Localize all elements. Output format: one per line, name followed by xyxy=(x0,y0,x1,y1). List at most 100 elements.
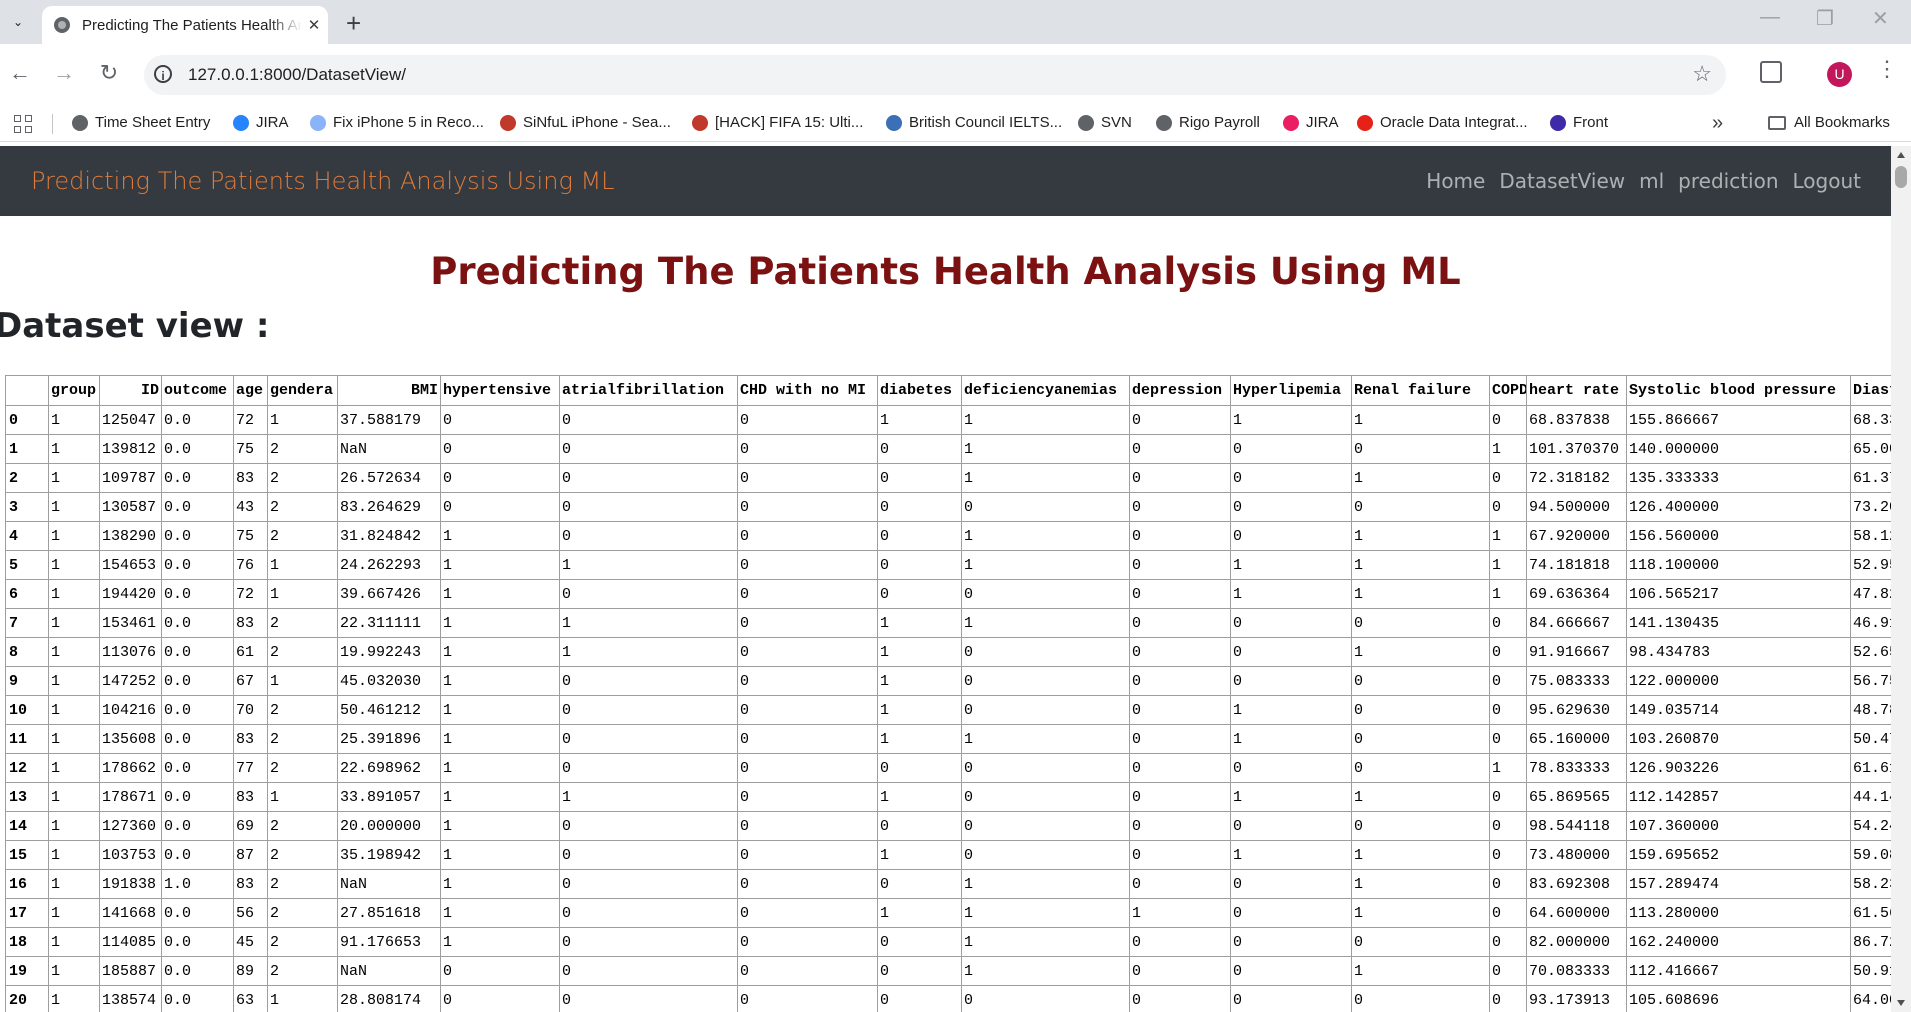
table-cell: 0 xyxy=(1230,666,1352,696)
table-cell: 0.0 xyxy=(161,550,234,580)
bookmark-item[interactable]: Oracle Data Integrat... xyxy=(1357,114,1528,131)
scrollbar-thumb[interactable] xyxy=(1895,166,1907,188)
page-scrollbar[interactable] xyxy=(1891,146,1911,1012)
apps-grid-icon[interactable] xyxy=(14,115,32,133)
close-window-icon[interactable]: ✕ xyxy=(1872,8,1889,30)
row-index: 1 xyxy=(5,434,49,464)
table-cell: 1 xyxy=(440,753,560,783)
bookmark-item[interactable]: [HACK] FIFA 15: Ulti... xyxy=(692,114,863,131)
table-cell: 47.82 xyxy=(1850,579,1891,609)
table-cell: 0 xyxy=(1230,637,1352,667)
bookmark-item[interactable]: SVN xyxy=(1078,114,1132,131)
table-cell: 1 xyxy=(267,579,338,609)
table-cell: 112.142857 xyxy=(1626,782,1851,812)
table-cell: 77 xyxy=(233,753,268,783)
table-cell: 2 xyxy=(267,811,338,841)
table-cell: 0 xyxy=(877,753,962,783)
browser-toolbar: ← → ↻ i 127.0.0.1:8000/DatasetView/ ☆ U … xyxy=(0,44,1911,106)
table-cell: 0 xyxy=(1129,782,1231,812)
address-bar[interactable]: i 127.0.0.1:8000/DatasetView/ ☆ xyxy=(144,55,1726,95)
table-cell: 141.130435 xyxy=(1626,608,1851,638)
bookmark-item[interactable]: British Council IELTS... xyxy=(886,114,1062,131)
table-cell: 73.480000 xyxy=(1526,840,1627,870)
url-text[interactable]: 127.0.0.1:8000/DatasetView/ xyxy=(188,65,407,84)
more-bookmarks-icon[interactable]: » xyxy=(1712,112,1724,134)
table-cell: 0 xyxy=(559,695,738,725)
table-cell: 0 xyxy=(961,492,1130,522)
table-cell: 58.12 xyxy=(1850,521,1891,551)
table-row: 11 1 135608 0.0 83 2 25.391896 1 0 0 1 1 0 1 0 0 65.1600… xyxy=(5,724,1891,754)
site-info-icon[interactable]: i xyxy=(154,65,172,83)
table-cell: 1 xyxy=(48,898,100,928)
table-cell: 1 xyxy=(961,463,1130,493)
bookmark-item[interactable]: JIRA xyxy=(1283,114,1339,131)
bookmark-item[interactable]: Front xyxy=(1550,114,1608,131)
scroll-up-icon[interactable] xyxy=(1897,152,1905,158)
row-index: 12 xyxy=(5,753,49,783)
table-cell: 2 xyxy=(267,492,338,522)
bookmark-item[interactable]: SiNfuL iPhone - Sea... xyxy=(500,114,671,131)
table-cell: 0 xyxy=(1129,521,1231,551)
profile-avatar[interactable]: U xyxy=(1827,62,1852,87)
nav-link-home[interactable]: Home xyxy=(1426,169,1486,193)
bookmark-item[interactable]: Rigo Payroll xyxy=(1156,114,1260,131)
nav-link-ml[interactable]: ml xyxy=(1639,169,1665,193)
chevron-down-icon: ⌄ xyxy=(12,15,24,29)
bookmark-label: Fix iPhone 5 in Reco... xyxy=(333,114,484,131)
forward-icon[interactable]: → xyxy=(53,60,75,85)
close-tab-icon[interactable]: ✕ xyxy=(307,17,321,34)
row-index: 3 xyxy=(5,492,49,522)
table-cell: 1 xyxy=(48,985,100,1012)
table-cell: 1 xyxy=(48,608,100,638)
table-cell: 0 xyxy=(877,869,962,899)
tab-search-button[interactable]: ⌄ xyxy=(6,10,30,34)
table-cell: 0 xyxy=(440,434,560,464)
table-cell: 1 xyxy=(1230,405,1352,435)
extensions-icon[interactable] xyxy=(1760,61,1782,83)
table-row: 0 1 125047 0.0 72 1 37.588179 0 0 0 1 1 0 1 1 0 68.83783… xyxy=(5,405,1891,435)
table-cell: 0 xyxy=(1129,724,1231,754)
table-cell: 69.636364 xyxy=(1526,579,1627,609)
reload-icon[interactable]: ↻ xyxy=(99,60,119,85)
table-cell: 68.837838 xyxy=(1526,405,1627,435)
table-cell: 98.434783 xyxy=(1626,637,1851,667)
table-cell: 1 xyxy=(1230,550,1352,580)
table-cell: 0 xyxy=(737,463,878,493)
table-cell: 0 xyxy=(1351,695,1490,725)
table-cell: 1 xyxy=(48,869,100,899)
table-cell: 0 xyxy=(1129,637,1231,667)
table-cell: 0 xyxy=(1129,840,1231,870)
nav-link-datasetview[interactable]: DatasetView xyxy=(1499,169,1626,193)
all-bookmarks-button[interactable]: All Bookmarks xyxy=(1768,114,1890,131)
table-cell: 0.0 xyxy=(161,811,234,841)
column-header: ID xyxy=(99,375,162,406)
row-index: 17 xyxy=(5,898,49,928)
restore-icon[interactable]: ❐ xyxy=(1816,8,1834,30)
bookmark-item[interactable]: Time Sheet Entry xyxy=(72,114,210,131)
bookmark-item[interactable]: Fix iPhone 5 in Reco... xyxy=(310,114,484,131)
scroll-down-icon[interactable] xyxy=(1897,1000,1905,1006)
table-cell: 0 xyxy=(877,550,962,580)
new-tab-button[interactable]: + xyxy=(346,8,362,38)
table-row: 12 1 178662 0.0 77 2 22.698962 1 0 0 0 0 0 0 0 1 78.8333… xyxy=(5,753,1891,783)
nav-link-prediction[interactable]: prediction xyxy=(1678,169,1779,193)
table-cell: 0 xyxy=(1230,985,1352,1012)
navbar-brand[interactable]: Predicting The Patients Health Analysis … xyxy=(31,167,615,195)
table-cell: 0 xyxy=(559,898,738,928)
browser-tab[interactable]: Predicting The Patients Health Analysis … xyxy=(42,6,328,44)
table-cell: 50.461212 xyxy=(337,695,441,725)
table-cell: 0 xyxy=(737,405,878,435)
more-menu-icon[interactable]: ⋮ xyxy=(1876,56,1898,81)
bookmark-item[interactable]: JIRA xyxy=(233,114,289,131)
back-icon[interactable]: ← xyxy=(9,60,31,85)
bookmark-star-icon[interactable]: ☆ xyxy=(1692,61,1712,86)
table-cell: 1 xyxy=(877,405,962,435)
minimize-icon[interactable]: — xyxy=(1760,6,1780,28)
table-cell: 1 xyxy=(48,753,100,783)
table-cell: 1 xyxy=(440,898,560,928)
table-cell: 0 xyxy=(1129,985,1231,1012)
table-cell: 0 xyxy=(1129,492,1231,522)
table-cell: 114085 xyxy=(99,927,162,957)
table-cell: 0 xyxy=(1129,405,1231,435)
nav-link-logout[interactable]: Logout xyxy=(1792,169,1861,193)
